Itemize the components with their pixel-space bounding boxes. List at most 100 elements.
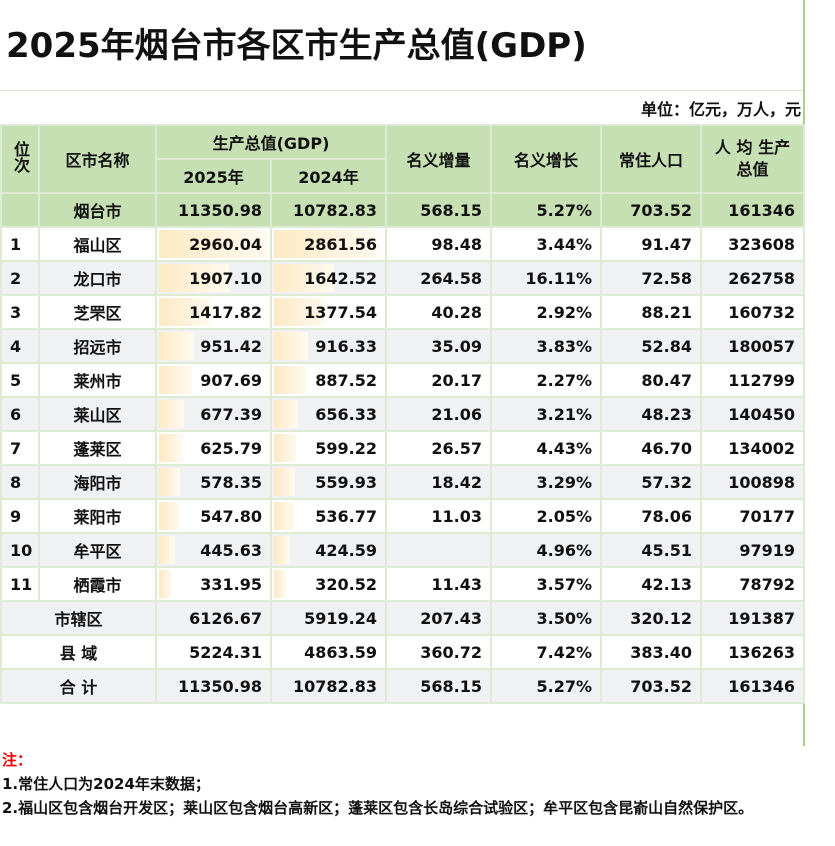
- cell-2025: 331.95: [155, 566, 272, 602]
- cell-population: 88.21: [600, 294, 702, 330]
- summary-row: 县 域 5224.31 4863.59 360.72 7.42% 383.40 136263: [0, 634, 805, 670]
- cell-2025: 445.63: [155, 532, 272, 568]
- data-bar: [274, 434, 296, 462]
- cell-population: 703.52: [600, 668, 702, 704]
- cell-growth: 5.27%: [490, 668, 602, 704]
- cell-per-capita: 180057: [700, 328, 805, 364]
- cell-2024: 10782.83: [270, 192, 387, 228]
- cell-growth: 5.27%: [490, 192, 602, 228]
- cell-2024: 424.59: [270, 532, 387, 568]
- cell-growth: 4.96%: [490, 532, 602, 568]
- cell-2025: 1907.10: [155, 260, 272, 296]
- cell-2025: 951.42: [155, 328, 272, 364]
- cell-2025: 11350.98: [155, 668, 272, 704]
- data-bar: [159, 366, 193, 394]
- cell-per-capita: 136263: [700, 634, 805, 670]
- cell-rank: 11: [0, 566, 40, 602]
- cell-increase: 40.28: [385, 294, 492, 330]
- cell-increase: 11.03: [385, 498, 492, 534]
- data-bar: [274, 264, 335, 292]
- gdp-table: 位次 区市名称 生产总值(GDP) 名义增量 名义增长 常住人口 人 均 生产总…: [0, 124, 805, 704]
- table-row: 2 龙口市 1907.10 1642.52 264.58 16.11% 72.58 26275…: [0, 260, 805, 296]
- cell-rank: 4: [0, 328, 40, 364]
- table-row: 1 福山区 2960.04 2861.56 98.48 3.44% 91.47 323608: [0, 226, 805, 262]
- data-bar: [274, 332, 308, 360]
- table-row: 5 莱州市 907.69 887.52 20.17 2.27% 80.47 112799: [0, 362, 805, 398]
- cell-per-capita: 161346: [700, 192, 805, 228]
- cell-population: 57.32: [600, 464, 702, 500]
- data-bar: [159, 400, 184, 428]
- cell-2024: 10782.83: [270, 668, 387, 704]
- cell-rank: 3: [0, 294, 40, 330]
- cell-2024: 1642.52: [270, 260, 387, 296]
- cell-per-capita: 262758: [700, 260, 805, 296]
- data-bar: [159, 264, 229, 292]
- data-bar: [274, 468, 295, 496]
- data-bar: [159, 536, 176, 564]
- cell-name: 莱阳市: [38, 498, 157, 534]
- cell-per-capita: 100898: [700, 464, 805, 500]
- data-bar: [159, 434, 182, 462]
- table-row: 11 栖霞市 331.95 320.52 11.43 3.57% 42.13 78792: [0, 566, 805, 602]
- cell-2025: 1417.82: [155, 294, 272, 330]
- cell-rank: 9: [0, 498, 40, 534]
- cell-name: 合 计: [0, 668, 157, 704]
- cell-name: 招远市: [38, 328, 157, 364]
- cell-2025: 11350.98: [155, 192, 272, 228]
- cell-2025: 2960.04: [155, 226, 272, 262]
- table-row: 10 牟平区 445.63 424.59 4.96% 45.51 97919: [0, 532, 805, 568]
- cell-name: 福山区: [38, 226, 157, 262]
- cell-population: 72.58: [600, 260, 702, 296]
- table-row: 4 招远市 951.42 916.33 35.09 3.83% 52.84 180057: [0, 328, 805, 364]
- cell-per-capita: 160732: [700, 294, 805, 330]
- cell-population: 320.12: [600, 600, 702, 636]
- cell-population: 52.84: [600, 328, 702, 364]
- table-row: 7 蓬莱区 625.79 599.22 26.57 4.43% 46.70 134002: [0, 430, 805, 466]
- data-bar: [159, 298, 211, 326]
- unit-label: 单位：亿元，万人，元: [640, 100, 801, 119]
- cell-growth: 2.27%: [490, 362, 602, 398]
- cell-population: 703.52: [600, 192, 702, 228]
- cell-increase: 207.43: [385, 600, 492, 636]
- cell-increase: 21.06: [385, 396, 492, 432]
- cell-growth: 3.29%: [490, 464, 602, 500]
- data-bar: [159, 570, 172, 598]
- cell-2025: 578.35: [155, 464, 272, 500]
- cell-rank: 8: [0, 464, 40, 500]
- cell-2024: 4863.59: [270, 634, 387, 670]
- cell-population: 80.47: [600, 362, 702, 398]
- cell-per-capita: 78792: [700, 566, 805, 602]
- cell-2024: 320.52: [270, 566, 387, 602]
- cell-name: 市辖区: [0, 600, 157, 636]
- cell-growth: 3.50%: [490, 600, 602, 636]
- cell-increase: 264.58: [385, 260, 492, 296]
- cell-per-capita: 97919: [700, 532, 805, 568]
- table-frame: [803, 0, 805, 746]
- cell-growth: 3.21%: [490, 396, 602, 432]
- cell-2025: 547.80: [155, 498, 272, 534]
- header-2025: 2025年: [155, 158, 272, 194]
- cell-increase: 20.17: [385, 362, 492, 398]
- data-bar: [274, 400, 299, 428]
- header-gdp: 生产总值(GDP): [155, 124, 387, 160]
- cell-rank: 6: [0, 396, 40, 432]
- table-row: 3 芝罘区 1417.82 1377.54 40.28 2.92% 88.21 160732: [0, 294, 805, 330]
- cell-rank: 2: [0, 260, 40, 296]
- cell-name: 海阳市: [38, 464, 157, 500]
- cell-rank: 7: [0, 430, 40, 466]
- table-row: 6 莱山区 677.39 656.33 21.06 3.21% 48.23 140450: [0, 396, 805, 432]
- cell-2024: 5919.24: [270, 600, 387, 636]
- cell-population: 42.13: [600, 566, 702, 602]
- cell-2025: 625.79: [155, 430, 272, 466]
- data-bar: [159, 230, 268, 258]
- header-population: 常住人口: [600, 124, 702, 194]
- cell-population: 48.23: [600, 396, 702, 432]
- cell-per-capita: 191387: [700, 600, 805, 636]
- cell-rank: 10: [0, 532, 40, 568]
- cell-growth: 3.44%: [490, 226, 602, 262]
- cell-per-capita: 140450: [700, 396, 805, 432]
- table-row: 8 海阳市 578.35 559.93 18.42 3.29% 57.32 100898: [0, 464, 805, 500]
- data-bar: [274, 536, 290, 564]
- note-1: 1.常住人口为2024年末数据；: [2, 775, 210, 793]
- data-bar: [274, 366, 307, 394]
